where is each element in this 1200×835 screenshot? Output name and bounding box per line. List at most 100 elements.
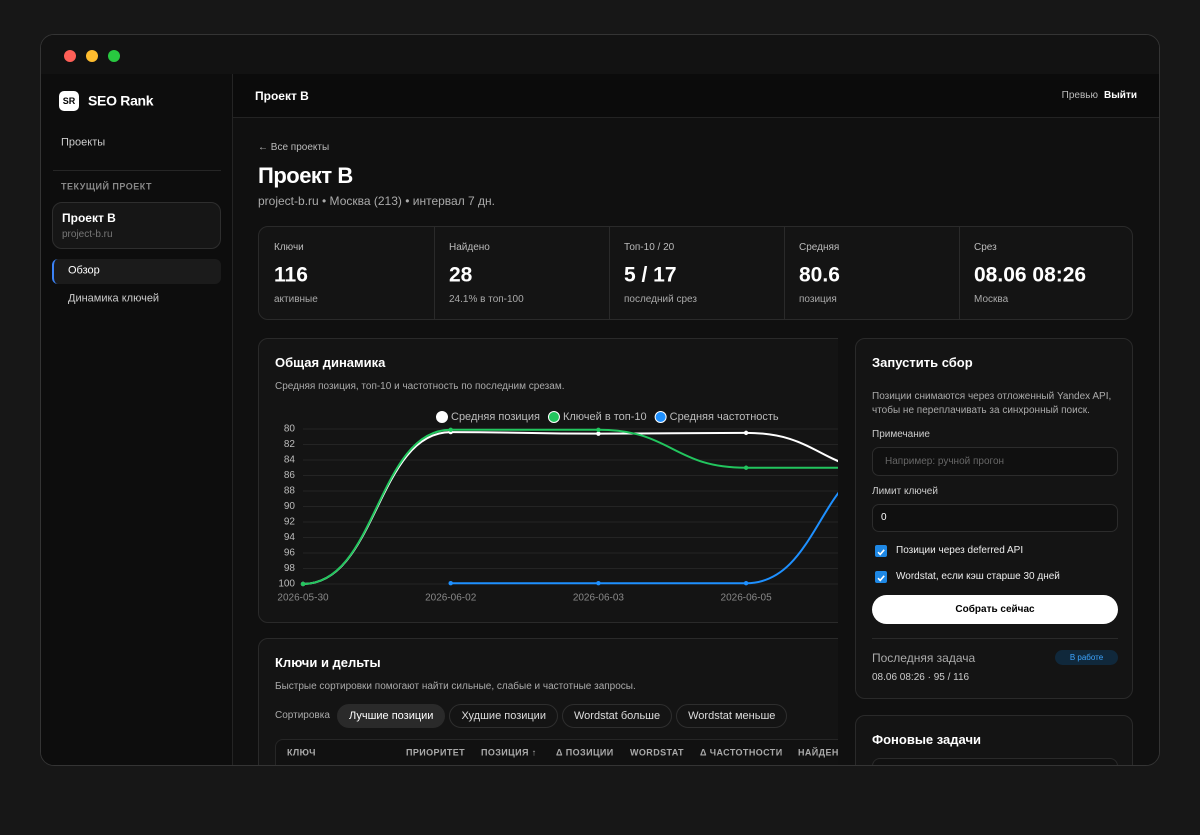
stat-value: 08.06 08:26 xyxy=(974,263,1087,287)
stat-separator xyxy=(609,227,610,319)
stats-panel: Ключи 116 активные Найдено 28 24.1% в топ-100… xyxy=(258,226,1133,320)
column-header[interactable]: Δ ПОЗИЦИИ xyxy=(556,747,614,758)
keys-title: Ключи и дельты xyxy=(275,655,381,671)
y-tick-label: 82 xyxy=(284,439,296,450)
y-tick-label: 100 xyxy=(278,579,295,590)
stat-note: 24.1% в топ-100 xyxy=(449,294,524,305)
note-label: Примечание xyxy=(872,429,930,440)
background-card: Фоновые задачи xyxy=(855,715,1133,765)
checkbox-label[interactable]: Позиции через deferred API xyxy=(896,545,1024,556)
x-tick-label: 2026-06-02 xyxy=(425,593,477,604)
stat-note: Москва xyxy=(974,294,1009,305)
table-header: КЛЮЧ ПРИОРИТЕТ ПОЗИЦИЯ ↑ Δ ПОЗИЦИИ WORDSTAT Δ… xyxy=(275,739,838,765)
data-point xyxy=(300,581,306,587)
data-point xyxy=(596,431,601,436)
data-point xyxy=(743,430,749,436)
limit-input[interactable]: 0 xyxy=(872,504,1118,532)
nav-item[interactable]: Обзор xyxy=(68,264,100,277)
chart: 80 82 84 86 88 90 92 94 96 98 100 2026-05-30 2026-06… xyxy=(277,411,838,604)
y-tick-label: 84 xyxy=(284,455,296,466)
maximize-dot[interactable] xyxy=(108,50,120,62)
last-task-label: Последняя задача xyxy=(872,650,976,665)
last-task-info: 08.06 08:26 · 95 / 116 xyxy=(872,672,970,683)
check-icon xyxy=(877,575,885,582)
sort-options: Лучшие позиции Худшие позиции Wordstat бол… xyxy=(337,704,788,728)
sort-option[interactable]: Wordstat меньше xyxy=(676,704,788,728)
data-point xyxy=(743,465,749,470)
page-subtitle: project-b.ru • Москва (213) • интервал 7… xyxy=(258,193,496,208)
y-tick-label: 92 xyxy=(284,517,296,528)
legend-marker xyxy=(547,411,560,423)
body: SR SEO Rank Проекты ТЕКУЩИЙ ПРОЕКТ Проек… xyxy=(40,34,1160,766)
preview-link[interactable]: Превью xyxy=(1061,90,1098,101)
data-point xyxy=(448,427,453,432)
sort-option[interactable]: Худшие позиции xyxy=(449,704,558,728)
stat-label: Срез xyxy=(974,242,997,253)
collect-title: Запустить сбор xyxy=(872,355,973,371)
stat-note: позиция xyxy=(799,294,837,305)
note-placeholder: Например: ручной прогон xyxy=(885,456,1005,467)
column-header[interactable]: ПРИОРИТЕТ xyxy=(406,747,466,758)
collect-card: Запустить сбор Позиции снимаются через о… xyxy=(855,338,1133,699)
x-tick-label: 2026-06-05 xyxy=(721,593,773,604)
project-name: Проект B xyxy=(62,210,116,225)
divider xyxy=(872,638,1118,639)
sidebar xyxy=(41,74,233,765)
header-title: Проект B xyxy=(255,88,309,103)
nav-active[interactable] xyxy=(52,259,221,284)
window: SR SEO Rank Проекты ТЕКУЩИЙ ПРОЕКТ Проек… xyxy=(41,50,1159,765)
stat-separator xyxy=(434,227,435,319)
column-header[interactable]: НАЙДЕНО xyxy=(798,747,838,758)
y-tick-label: 80 xyxy=(284,424,296,435)
column-header[interactable]: WORDSTAT xyxy=(630,747,684,758)
nav-projects[interactable]: Проекты xyxy=(61,136,106,149)
data-point xyxy=(596,427,601,432)
stat-label: Топ-10 / 20 xyxy=(624,242,675,253)
close-dot[interactable] xyxy=(64,50,76,62)
keys-card: Ключи и дельты Быстрые сортировки помога… xyxy=(258,638,838,765)
data-point xyxy=(596,581,601,586)
sort-option[interactable]: Wordstat больше xyxy=(561,704,673,728)
back-link[interactable]: ← Все проекты xyxy=(258,142,330,153)
keys-subtitle: Быстрые сортировки помогают найти сильны… xyxy=(275,681,636,692)
y-tick-label: 96 xyxy=(284,548,296,559)
y-tick-label: 88 xyxy=(284,486,296,497)
column-header[interactable]: КЛЮЧ xyxy=(287,747,316,758)
column-header[interactable]: Δ ЧАСТОТНОСТИ xyxy=(700,747,783,758)
stat-value: 28 xyxy=(449,263,473,287)
note-input[interactable]: Например: ручной прогон xyxy=(872,447,1118,476)
check-icon xyxy=(877,549,885,556)
nav-item[interactable]: Динамика ключей xyxy=(68,292,160,305)
checkbox[interactable] xyxy=(875,545,887,557)
logo[interactable]: SR xyxy=(59,91,79,111)
stat-value: 5 / 17 xyxy=(624,263,677,287)
x-tick-label: 2026-05-30 xyxy=(277,593,329,604)
project-card[interactable] xyxy=(52,202,221,249)
minimize-dot[interactable] xyxy=(86,50,98,62)
collect-button[interactable]: Собрать сейчас xyxy=(872,595,1118,624)
legend-label: Средняя частотность xyxy=(670,411,779,423)
stat-separator xyxy=(959,227,960,319)
stat-note: последний срез xyxy=(624,294,697,305)
series-line xyxy=(302,428,838,585)
logout-link[interactable]: Выйти xyxy=(1104,90,1137,101)
column-header[interactable]: ПОЗИЦИЯ ↑ xyxy=(481,747,537,758)
sort-label: Сортировка xyxy=(275,710,330,721)
status-badge: В работе xyxy=(1055,650,1118,665)
project-domain: project-b.ru xyxy=(62,229,113,240)
checkbox[interactable] xyxy=(875,571,887,583)
limit-value: 0 xyxy=(881,512,887,523)
divider xyxy=(53,170,221,171)
stat-value: 80.6 xyxy=(799,263,840,287)
y-tick-label: 90 xyxy=(284,501,296,512)
checkbox-label[interactable]: Wordstat, если кэш старше 30 дней xyxy=(896,571,1060,582)
page-title: Проект B xyxy=(258,162,353,188)
section-label: ТЕКУЩИЙ ПРОЕКТ xyxy=(61,181,152,192)
sort-option[interactable]: Лучшие позиции xyxy=(337,704,446,728)
x-tick-label: 2026-06-03 xyxy=(573,593,625,604)
stat-note: активные xyxy=(274,294,318,305)
page: SEO Rank { "sidebar": {"logo": "SR", "br… xyxy=(40,34,1160,766)
header xyxy=(233,74,1159,118)
chart-subtitle: Средняя позиция, топ-10 и частотность по… xyxy=(275,381,565,392)
legend-label: Средняя позиция xyxy=(451,411,540,423)
